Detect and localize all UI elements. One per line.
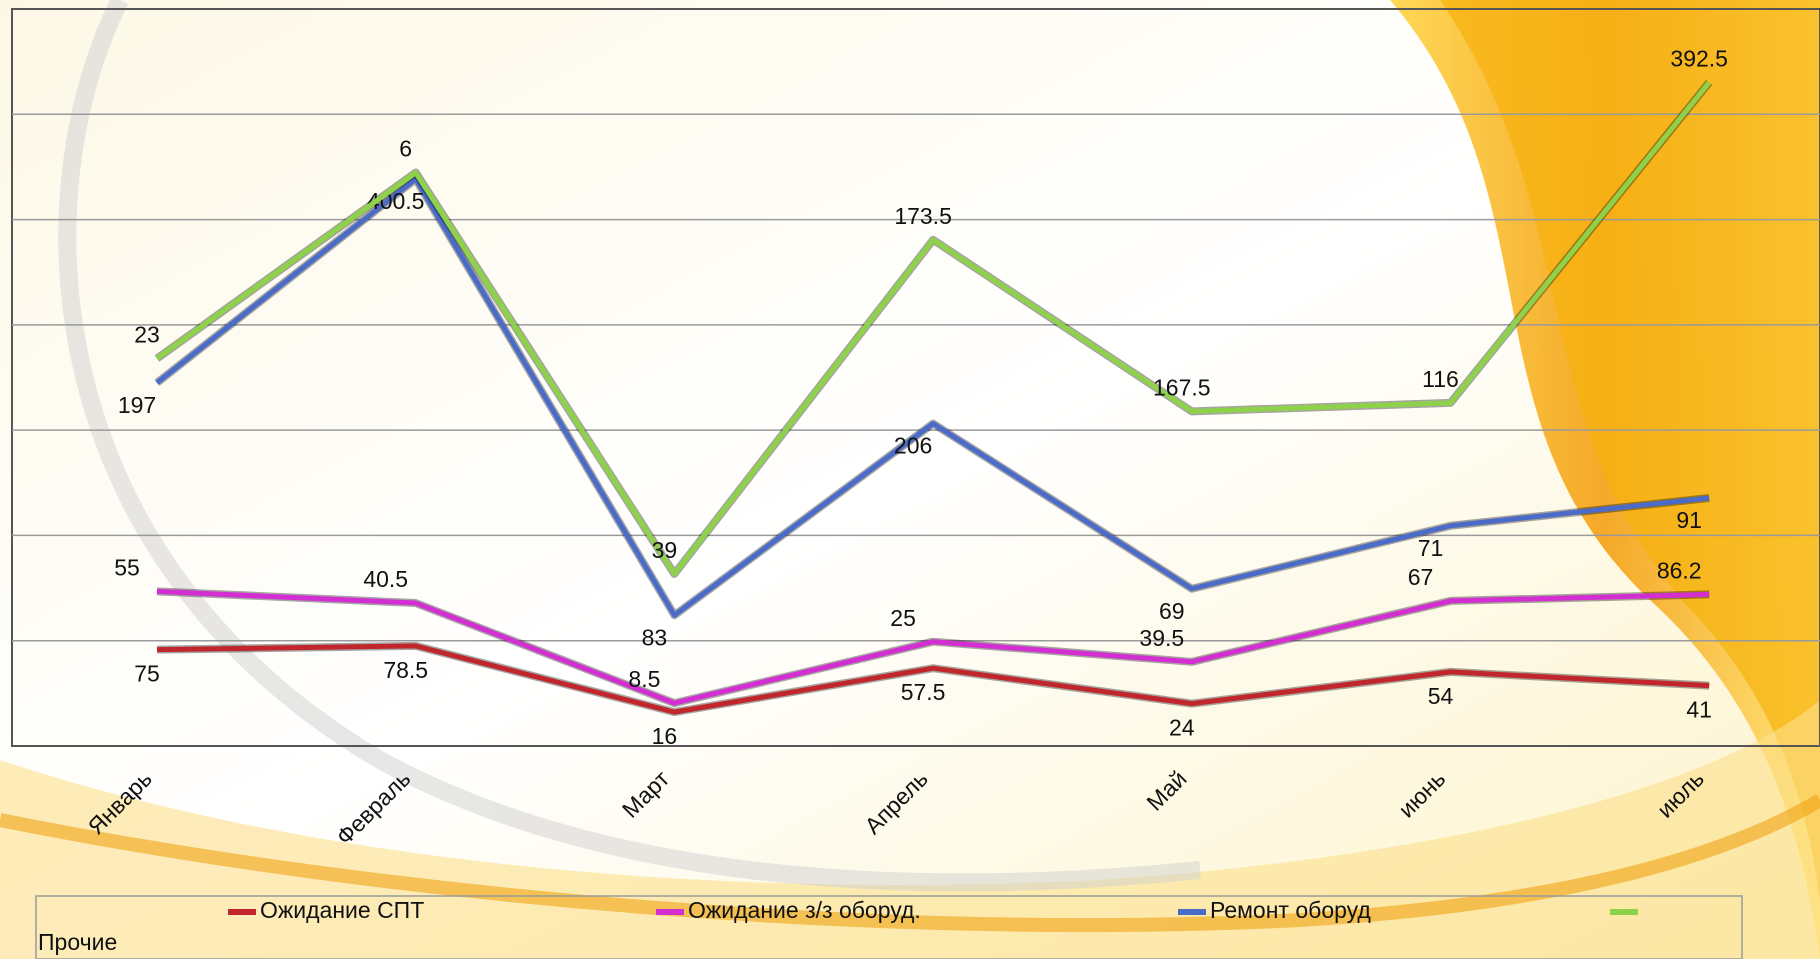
- data-label: 24: [1169, 715, 1195, 741]
- decor-swoosh: [1440, 0, 1820, 900]
- plot-frame: [11, 8, 1820, 747]
- legend-label: Ожидание з/з оборуд.: [688, 897, 921, 923]
- series-line: [155, 80, 1712, 577]
- data-label: 23: [134, 322, 160, 348]
- data-label: 6: [399, 136, 412, 162]
- series-line: [155, 176, 1710, 618]
- data-label: 86.2: [1657, 557, 1702, 583]
- data-label: 55: [114, 554, 140, 580]
- series-line: [156, 588, 1710, 706]
- series-line: [156, 643, 1710, 715]
- data-label: 78.5: [383, 657, 428, 683]
- data-label: 75: [134, 661, 160, 687]
- data-label: 392.5: [1670, 45, 1728, 71]
- data-label: 206: [894, 433, 932, 459]
- data-label: 116: [1422, 366, 1459, 392]
- data-label: 67: [1408, 564, 1434, 590]
- data-label: 39: [652, 537, 678, 563]
- decor-swoosh: [0, 793, 1820, 933]
- legend-label: Ожидание СПТ: [260, 897, 424, 923]
- data-label: 57.5: [901, 679, 946, 705]
- data-label: 39.5: [1139, 625, 1184, 651]
- data-label: 83: [642, 624, 668, 650]
- data-label: 91: [1676, 507, 1702, 533]
- data-label: 167.5: [1153, 374, 1211, 400]
- data-label: 71: [1418, 535, 1444, 561]
- legend-label: Ремонт оборуд: [1210, 897, 1371, 923]
- decor-swoosh: [58, 0, 1201, 892]
- data-label: 69: [1159, 598, 1185, 624]
- data-label: 197: [118, 392, 156, 418]
- data-label: 41: [1686, 697, 1712, 723]
- data-label: 40.5: [363, 566, 408, 592]
- data-label: 25: [890, 605, 916, 631]
- data-label: 173.5: [894, 203, 952, 229]
- data-label: 16: [652, 723, 678, 749]
- data-label: 8.5: [628, 666, 660, 692]
- data-label: 54: [1428, 683, 1454, 709]
- legend-label: Прочие: [38, 929, 117, 955]
